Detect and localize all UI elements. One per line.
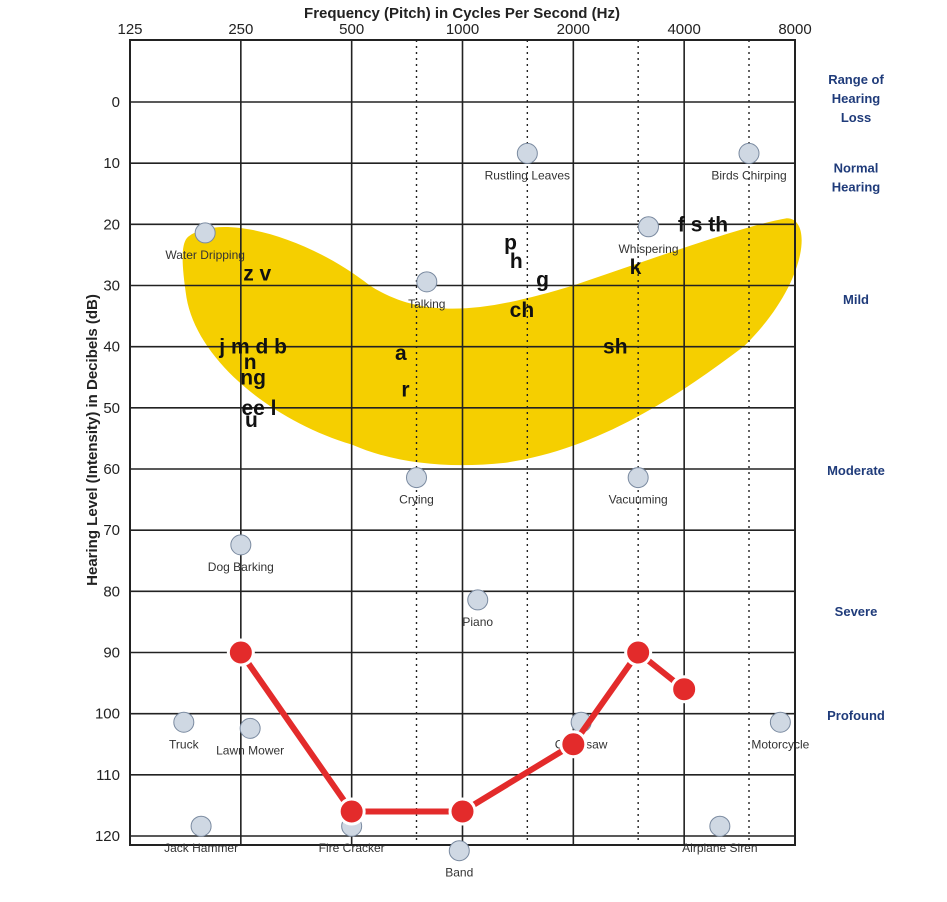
y-axis-title: Hearing Level (Intensity) in Decibels (d… xyxy=(84,294,101,586)
x-tick-label-8000: 8000 xyxy=(778,21,811,38)
sound-icon xyxy=(637,216,659,238)
x-tick-label-500: 500 xyxy=(339,21,364,38)
phoneme-10: g xyxy=(536,268,549,291)
phoneme-12: sh xyxy=(603,336,628,359)
hearing-category-5: Profound xyxy=(827,708,885,723)
sound-icon xyxy=(194,222,216,244)
y-tick-label-60: 60 xyxy=(103,461,120,478)
phoneme-7: r xyxy=(401,378,409,401)
phoneme-6: a xyxy=(395,342,407,365)
sound-label-13: Jack Hammer xyxy=(164,841,238,855)
sound-label-7: Dog Barking xyxy=(208,560,274,574)
audiogram-point-4 xyxy=(624,638,653,667)
y-tick-label-70: 70 xyxy=(103,522,120,539)
x-tick-label-4000: 4000 xyxy=(667,21,700,38)
sound-label-1: Birds Chirping xyxy=(711,168,786,182)
x-axis-title: Frequency (Pitch) in Cycles Per Second (… xyxy=(304,5,620,22)
y-tick-label-100: 100 xyxy=(95,706,120,723)
audiogram-point-5 xyxy=(670,675,699,704)
sound-label-9: Truck xyxy=(169,737,200,751)
sound-label-3: Whispering xyxy=(618,242,678,256)
sound-icon xyxy=(448,840,470,862)
y-tick-label-20: 20 xyxy=(103,216,120,233)
x-tick-label-1000: 1000 xyxy=(446,21,479,38)
phoneme-2: n xyxy=(244,351,257,374)
sound-icon xyxy=(516,142,538,164)
phoneme-5: u xyxy=(245,409,258,432)
y-tick-label-40: 40 xyxy=(103,339,120,356)
hearing-category-0: Range of Hearing Loss xyxy=(828,72,884,125)
sound-icon xyxy=(709,815,731,837)
phoneme-14: f s th xyxy=(678,213,728,236)
y-tick-label-10: 10 xyxy=(103,155,120,172)
phoneme-9: h xyxy=(510,250,523,273)
sound-label-0: Rustling Leaves xyxy=(485,168,570,182)
y-tick-label-110: 110 xyxy=(96,767,120,784)
sound-label-16: Airplane Siren xyxy=(682,841,757,855)
sound-icon xyxy=(738,142,760,164)
audiogram-point-0 xyxy=(226,638,255,667)
sound-icon xyxy=(173,711,195,733)
x-tick-label-250: 250 xyxy=(228,21,253,38)
speech-banana-region xyxy=(182,218,802,466)
sound-label-12: Motorcycle xyxy=(751,737,809,751)
y-tick-label-30: 30 xyxy=(103,278,120,295)
sound-icon xyxy=(239,717,261,739)
sound-label-2: Water Dripping xyxy=(165,248,245,262)
sound-icon xyxy=(627,467,649,489)
y-tick-label-50: 50 xyxy=(103,400,120,417)
y-tick-label-0: 0 xyxy=(112,94,120,111)
x-tick-label-2000: 2000 xyxy=(557,21,590,38)
hearing-category-1: Normal Hearing xyxy=(832,161,880,195)
y-tick-label-90: 90 xyxy=(103,645,120,662)
sound-icon xyxy=(769,711,791,733)
phoneme-0: z v xyxy=(243,262,271,285)
phoneme-8: p xyxy=(504,232,517,255)
phoneme-1: j m d b xyxy=(218,336,287,359)
hearing-category-4: Severe xyxy=(835,604,878,619)
sound-label-5: Crying xyxy=(399,493,434,507)
sound-label-14: Fire Cracker xyxy=(319,841,385,855)
sound-icon xyxy=(406,467,427,489)
y-tick-label-80: 80 xyxy=(103,583,120,600)
x-tick-label-125: 125 xyxy=(117,21,142,38)
y-tick-label-120: 120 xyxy=(95,828,120,845)
hearing-category-3: Moderate xyxy=(827,463,885,478)
phoneme-11: ch xyxy=(510,299,535,322)
sound-label-8: Piano xyxy=(462,615,493,629)
sound-label-6: Vacuuming xyxy=(609,493,668,507)
audiogram-point-1 xyxy=(337,797,366,826)
audiogram-point-3 xyxy=(559,730,588,759)
audiogram-point-2 xyxy=(448,797,477,826)
audiogram-segment-0 xyxy=(237,649,355,815)
hearing-category-2: Mild xyxy=(843,292,869,307)
phoneme-3: ng xyxy=(240,366,266,389)
sound-label-10: Lawn Mower xyxy=(216,743,284,757)
sound-icon xyxy=(230,534,252,556)
sound-label-4: Talking xyxy=(408,297,445,311)
audiogram-segment-2 xyxy=(459,741,577,815)
phoneme-13: k xyxy=(630,256,642,279)
audiogram-segment-3 xyxy=(570,649,642,748)
sound-icon xyxy=(467,589,489,611)
sound-label-15: Band xyxy=(445,866,473,880)
sound-icon xyxy=(416,271,438,293)
sound-icon xyxy=(190,815,212,837)
phoneme-4: ee l xyxy=(241,397,276,420)
